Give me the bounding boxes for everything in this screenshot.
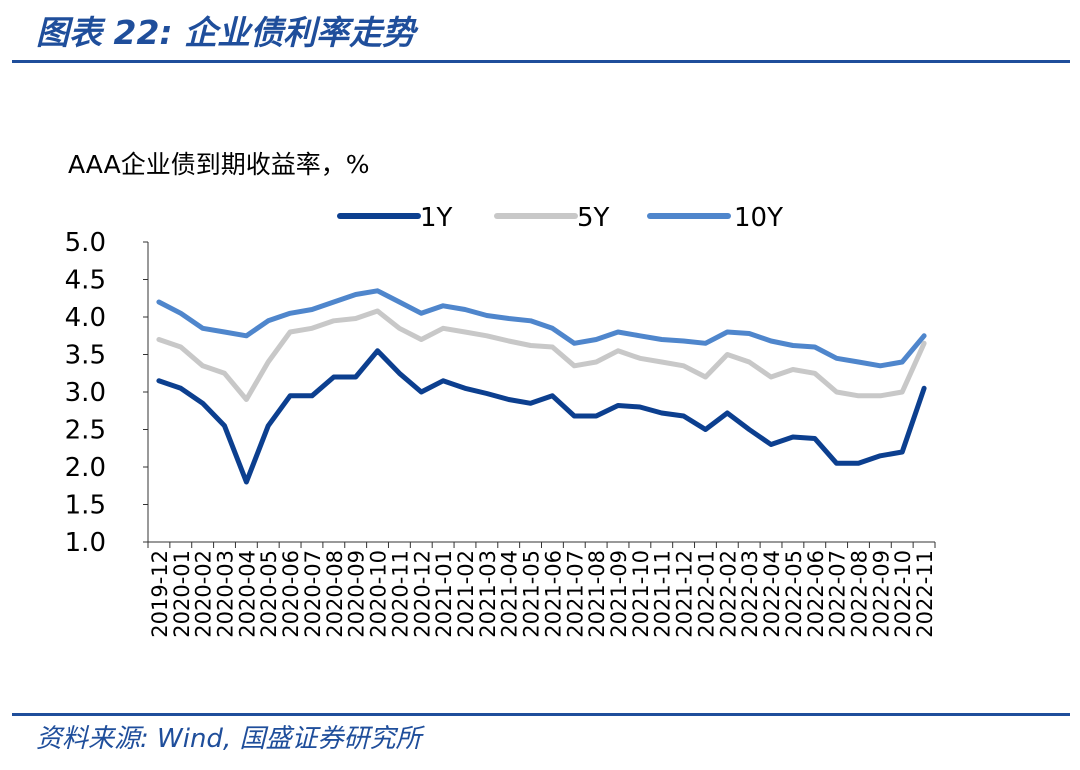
x-tick-label: 2020-08 xyxy=(323,550,347,638)
x-tick-label: 2021-06 xyxy=(541,550,565,638)
x-tick-label: 2021-07 xyxy=(563,550,587,638)
y-tick-label: 4.5 xyxy=(65,266,106,296)
x-tick-label: 2022-04 xyxy=(760,550,784,638)
x-tick-label: 2022-09 xyxy=(869,550,893,638)
x-tick-label: 2021-02 xyxy=(454,550,478,638)
series-line-5y xyxy=(156,308,927,402)
x-tick-label: 2020-12 xyxy=(410,550,434,638)
x-tick-label: 2019-12 xyxy=(148,550,172,638)
y-tick-label: 2.0 xyxy=(65,453,106,483)
source-note: 资料来源: Wind, 国盛证券研究所 xyxy=(36,724,422,754)
x-tick-label: 2020-10 xyxy=(367,550,391,638)
x-tick-label: 2021-10 xyxy=(629,550,653,638)
x-tick-label: 2021-04 xyxy=(498,550,522,638)
x-tick-label: 2021-11 xyxy=(651,550,675,638)
x-tick-label: 2022-03 xyxy=(738,550,762,638)
x-tick-label: 2022-07 xyxy=(826,550,850,638)
x-tick-label: 2021-01 xyxy=(432,550,456,638)
x-tick-label: 2022-08 xyxy=(847,550,871,638)
axes: 5.04.54.03.53.02.52.01.51.02019-122020-0… xyxy=(65,228,937,638)
x-tick-label: 2020-06 xyxy=(279,550,303,638)
page-title: 图表 22: 企业债利率走势 xyxy=(36,13,416,52)
y-tick-label: 3.5 xyxy=(65,341,106,371)
y-tick-label: 5.0 xyxy=(65,228,106,258)
x-tick-label: 2020-05 xyxy=(257,550,281,638)
y-tick-label: 4.0 xyxy=(65,303,106,333)
x-tick-label: 2020-04 xyxy=(235,550,259,638)
x-tick-label: 2021-12 xyxy=(673,550,697,638)
x-tick-label: 2021-08 xyxy=(585,550,609,638)
x-tick-label: 2022-02 xyxy=(716,550,740,638)
x-tick-label: 2020-11 xyxy=(388,550,412,638)
y-tick-label: 3.0 xyxy=(65,378,106,408)
x-tick-label: 2022-01 xyxy=(694,550,718,638)
y-tick-label: 2.5 xyxy=(65,416,106,446)
series-lines xyxy=(156,288,927,485)
x-tick-label: 2021-03 xyxy=(476,550,500,638)
x-tick-label: 2022-05 xyxy=(782,550,806,638)
series-line-1y xyxy=(156,348,927,485)
x-tick-label: 2020-07 xyxy=(301,550,325,638)
legend-label-5y: 5Y xyxy=(577,203,610,233)
x-tick-label: 2020-01 xyxy=(170,550,194,638)
yield-chart: AAA企业债到期收益率，% 1Y 5Y 10Y 5.0 4.5 4.0 3.5 3.0 2.5… xyxy=(65,150,937,638)
legend: 1Y 5Y 10Y xyxy=(337,203,783,233)
x-tick-label: 2021-09 xyxy=(607,550,631,638)
x-tick-label: 2020-09 xyxy=(345,550,369,638)
x-tick-label: 2020-02 xyxy=(192,550,216,638)
y-tick-label: 1.5 xyxy=(65,491,106,521)
y-axis-label: AAA企业债到期收益率，% xyxy=(68,150,369,179)
top-rule xyxy=(12,60,1070,63)
legend-label-1y: 1Y xyxy=(420,203,453,233)
x-tick-label: 2021-05 xyxy=(520,550,544,638)
bottom-rule xyxy=(12,713,1070,716)
x-tick-label: 2022-06 xyxy=(804,550,828,638)
legend-label-10y: 10Y xyxy=(734,203,783,233)
x-tick-label: 2022-10 xyxy=(891,550,915,638)
x-tick-label: 2020-03 xyxy=(214,550,238,638)
series-line-10y xyxy=(156,288,927,369)
y-tick-label: 1.0 xyxy=(65,528,106,558)
x-tick-label: 2022-11 xyxy=(913,550,937,638)
